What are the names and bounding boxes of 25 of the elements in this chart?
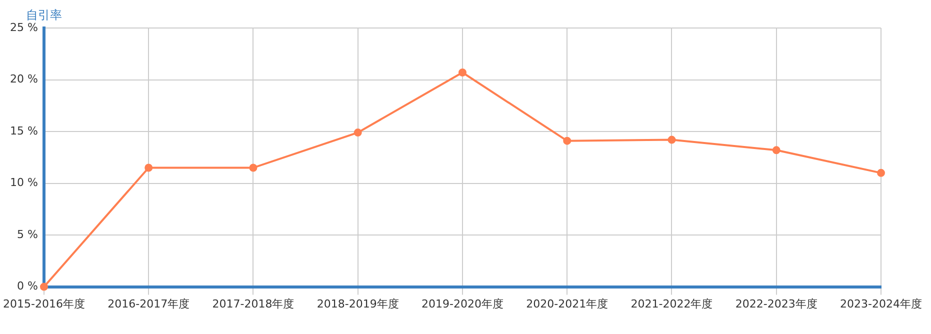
point [877,168,885,177]
x-tick-label: 2021-2022年度 [630,297,713,310]
y-tick-label: 0 % [17,280,38,293]
point [458,68,466,77]
point [144,164,153,172]
point [772,146,780,154]
y-tick-label: 5 % [17,228,38,241]
x-tick-label: 2020-2021年度 [526,297,608,310]
y-axis-title: 自引率 [26,8,62,22]
x-tick-label: 2019-2020年度 [422,297,504,310]
point [563,136,572,145]
x-tick-label: 2018-2019年度 [316,297,399,310]
point [354,128,362,137]
point [668,136,676,144]
y-tick-label: 15 % [10,124,38,138]
x-tick-label: 2017-2018年度 [212,297,294,310]
y-tick-label: 10 % [10,176,38,190]
x-tick-label: 2015-2016年度 [2,297,85,310]
x-tick-label: 2022-2023年度 [735,297,818,310]
y-tick-label: 20 % [10,72,38,86]
x-tick-label: 2023-2024年度 [840,297,922,310]
point [249,164,258,172]
x-tick-label: 2016-2017年度 [108,297,190,310]
point [40,282,48,291]
y-tick-label: 25 % [10,20,38,34]
